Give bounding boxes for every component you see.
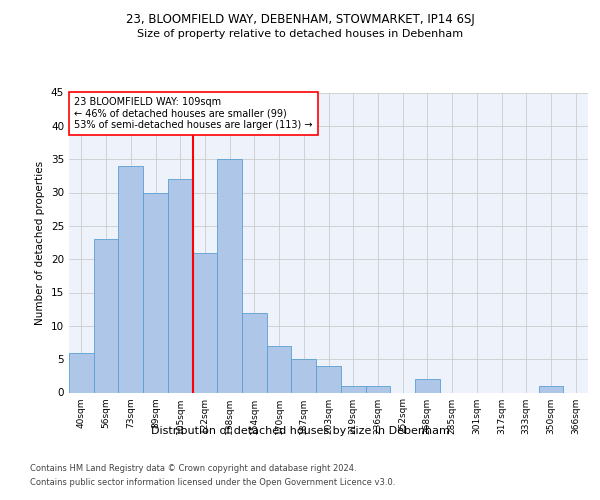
- Y-axis label: Number of detached properties: Number of detached properties: [35, 160, 46, 324]
- Bar: [143, 192, 168, 392]
- Text: Distribution of detached houses by size in Debenham: Distribution of detached houses by size …: [151, 426, 449, 436]
- Bar: [193, 252, 217, 392]
- Text: Contains public sector information licensed under the Open Government Licence v3: Contains public sector information licen…: [30, 478, 395, 487]
- Bar: [118, 166, 143, 392]
- Text: 23 BLOOMFIELD WAY: 109sqm
← 46% of detached houses are smaller (99)
53% of semi-: 23 BLOOMFIELD WAY: 109sqm ← 46% of detac…: [74, 97, 313, 130]
- Bar: [292, 359, 316, 392]
- Bar: [365, 386, 390, 392]
- Text: 23, BLOOMFIELD WAY, DEBENHAM, STOWMARKET, IP14 6SJ: 23, BLOOMFIELD WAY, DEBENHAM, STOWMARKET…: [125, 12, 475, 26]
- Text: Size of property relative to detached houses in Debenham: Size of property relative to detached ho…: [137, 29, 463, 39]
- Bar: [94, 239, 118, 392]
- Bar: [217, 159, 242, 392]
- Bar: [415, 379, 440, 392]
- Bar: [168, 179, 193, 392]
- Bar: [242, 312, 267, 392]
- Bar: [539, 386, 563, 392]
- Bar: [267, 346, 292, 393]
- Text: Contains HM Land Registry data © Crown copyright and database right 2024.: Contains HM Land Registry data © Crown c…: [30, 464, 356, 473]
- Bar: [341, 386, 365, 392]
- Bar: [69, 352, 94, 393]
- Bar: [316, 366, 341, 392]
